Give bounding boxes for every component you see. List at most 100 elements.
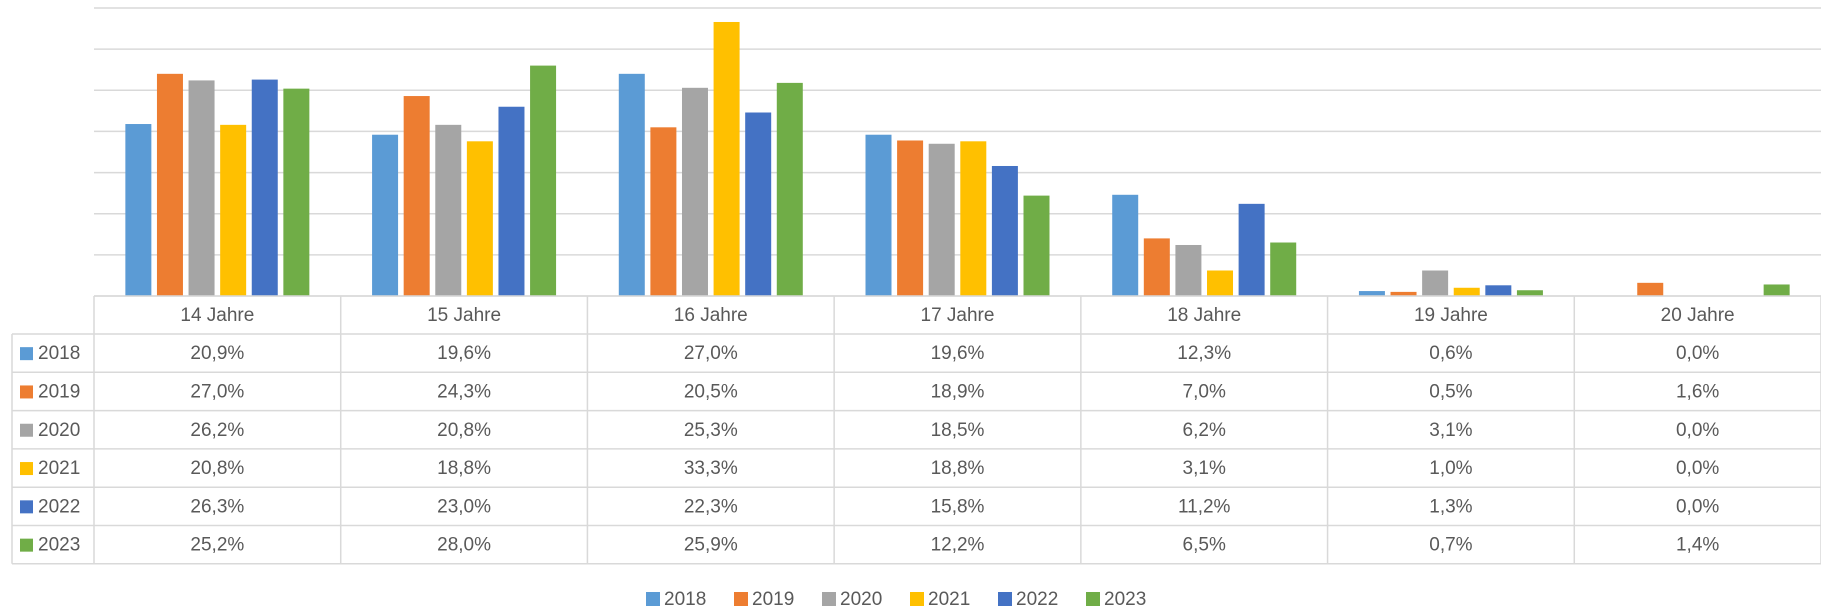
legend-label: 2021 <box>928 589 970 610</box>
legend-label: 2020 <box>840 589 882 610</box>
bar <box>188 80 215 296</box>
table-cell: 27,0% <box>190 381 244 402</box>
table-cell: 0,6% <box>1429 343 1472 364</box>
legend-key <box>20 500 33 514</box>
bar <box>283 88 310 296</box>
table-cell: 20,9% <box>190 343 244 364</box>
table-cell: 3,1% <box>1429 420 1472 441</box>
table-cell: 11,2% <box>1178 496 1231 517</box>
bar <box>681 87 708 297</box>
bar <box>1112 194 1139 296</box>
bar <box>530 65 557 296</box>
bar <box>1143 238 1170 296</box>
bar <box>713 21 740 296</box>
table-cell: 18,9% <box>931 381 985 402</box>
table-cell: 0,0% <box>1676 496 1719 517</box>
row-label: 2019 <box>38 381 80 402</box>
x-tick-label: 18 Jahre <box>1167 305 1241 326</box>
table-cell: 7,0% <box>1183 381 1226 402</box>
table-cell: 3,1% <box>1183 458 1226 479</box>
x-tick-label: 17 Jahre <box>921 305 995 326</box>
table-cell: 26,2% <box>190 420 244 441</box>
legend-key <box>646 592 660 606</box>
legend-label: 2018 <box>664 589 706 610</box>
legend-key <box>20 462 33 476</box>
table-cell: 28,0% <box>437 535 491 556</box>
legend-label: 2022 <box>1016 589 1058 610</box>
bar <box>1207 270 1234 296</box>
bar <box>897 140 924 296</box>
table-cell: 20,8% <box>437 420 491 441</box>
table-cell: 25,2% <box>190 535 244 556</box>
bar <box>1763 284 1790 296</box>
row-label: 2018 <box>38 343 80 364</box>
row-label: 2023 <box>38 535 80 556</box>
table-cell: 19,6% <box>437 343 491 364</box>
bar <box>618 73 645 296</box>
table-cell: 24,3% <box>437 381 491 402</box>
bar <box>1023 195 1050 296</box>
bar <box>1270 242 1297 296</box>
legend-key <box>1086 592 1100 606</box>
table-cell: 20,8% <box>190 458 244 479</box>
legend-key <box>20 423 33 437</box>
bar <box>372 134 399 296</box>
table-cell: 25,3% <box>684 420 738 441</box>
bar <box>498 106 525 296</box>
table-cell: 33,3% <box>684 458 738 479</box>
x-tick-label: 15 Jahre <box>427 305 501 326</box>
bar <box>1485 285 1512 296</box>
legend-key <box>20 385 33 399</box>
x-tick-label: 16 Jahre <box>674 305 748 326</box>
table-cell: 26,3% <box>190 496 244 517</box>
table-cell: 12,2% <box>931 535 985 556</box>
bar <box>435 124 462 297</box>
x-tick-label: 20 Jahre <box>1661 305 1735 326</box>
row-label: 2020 <box>38 420 80 441</box>
table-cell: 0,5% <box>1429 381 1472 402</box>
bar <box>865 134 892 296</box>
legend-key <box>20 538 33 552</box>
bar <box>466 141 493 296</box>
bar <box>403 96 430 296</box>
bar <box>1453 287 1480 296</box>
bar <box>776 82 803 296</box>
bar <box>220 124 247 297</box>
bar <box>251 79 278 297</box>
legend-key <box>998 592 1012 606</box>
table-cell: 6,5% <box>1183 535 1226 556</box>
bar <box>125 124 152 296</box>
bar <box>745 112 772 296</box>
x-tick-label: 19 Jahre <box>1414 305 1488 326</box>
table-cell: 22,3% <box>684 496 738 517</box>
table-cell: 23,0% <box>437 496 491 517</box>
table-cell: 1,0% <box>1429 458 1472 479</box>
legend-key <box>822 592 836 606</box>
legend-label: 2019 <box>752 589 794 610</box>
bar <box>1238 203 1265 296</box>
table-cell: 18,8% <box>437 458 491 479</box>
bar <box>1637 282 1664 296</box>
bar <box>1358 291 1385 296</box>
table-cell: 27,0% <box>684 343 738 364</box>
row-label: 2021 <box>38 458 80 479</box>
table-cell: 0,0% <box>1676 420 1719 441</box>
x-tick-label: 14 Jahre <box>180 305 254 326</box>
bar <box>1175 244 1202 296</box>
bar <box>1390 291 1417 296</box>
table-cell: 19,6% <box>931 343 985 364</box>
table-cell: 0,0% <box>1676 343 1719 364</box>
bar <box>960 141 987 296</box>
table-cell: 18,8% <box>931 458 985 479</box>
table-cell: 20,5% <box>684 381 738 402</box>
bar <box>1422 270 1449 296</box>
row-label: 2022 <box>38 496 80 517</box>
table-cell: 6,2% <box>1183 420 1226 441</box>
table-cell: 1,3% <box>1429 496 1472 517</box>
legend-key <box>20 347 33 361</box>
table-cell: 15,8% <box>931 496 985 517</box>
table-cell: 25,9% <box>684 535 738 556</box>
bar <box>650 127 677 296</box>
legend-key <box>734 592 748 606</box>
